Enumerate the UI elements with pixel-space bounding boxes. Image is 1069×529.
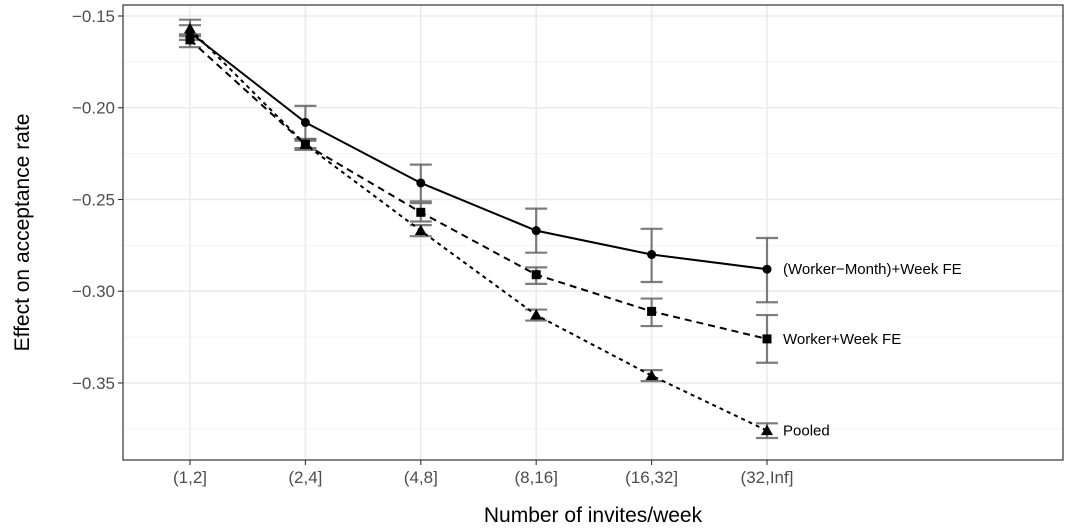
y-tick-label: −0.15 — [72, 7, 115, 26]
x-axis-title: Number of invites/week — [484, 504, 703, 527]
data-point-square — [647, 306, 657, 316]
grid-lines — [123, 5, 1063, 460]
x-tick-label: (32,Inf] — [741, 468, 794, 487]
data-point-circle — [416, 178, 426, 188]
y-tick-label: −0.25 — [72, 190, 115, 209]
error-bars — [179, 18, 778, 440]
y-tick-label: −0.35 — [72, 374, 115, 393]
axes: −0.15 −0.20 −0.25 −0.30 −0.35 (1,2] (2,4] (4,8]… — [72, 7, 793, 487]
data-point-circle — [647, 250, 657, 260]
series-line — [189, 28, 768, 432]
data-point-circle — [531, 226, 541, 236]
data-point-triangle — [299, 138, 312, 149]
series-markers — [184, 22, 773, 436]
plot-panel-border — [122, 4, 1064, 461]
x-tick-label: (16,32] — [625, 468, 678, 487]
series-label: (Worker−Month)+Week FE — [783, 261, 962, 278]
series-label: Pooled — [783, 423, 830, 440]
data-point-triangle — [530, 309, 543, 320]
y-axis-title: Effect on acceptance rate — [11, 114, 34, 352]
x-tick-label: (4,8] — [404, 468, 438, 487]
y-tick-label: −0.20 — [72, 99, 115, 118]
data-point-triangle — [645, 369, 658, 381]
series-labels: (Worker−Month)+Week FE Worker+Week FE Pool… — [783, 261, 962, 439]
data-point-square — [762, 334, 772, 344]
series-label: Worker+Week FE — [783, 331, 901, 348]
y-tick-label: −0.30 — [72, 282, 115, 301]
x-tick-label: (2,4] — [288, 468, 322, 487]
data-point-square — [185, 35, 195, 45]
series-line — [189, 31, 768, 271]
data-point-triangle — [184, 22, 196, 34]
series-lines — [189, 28, 768, 432]
data-point-triangle — [761, 424, 773, 436]
data-point-square — [416, 207, 426, 217]
data-point-square — [531, 270, 541, 280]
data-point-circle — [762, 264, 772, 274]
data-point-circle — [300, 117, 310, 127]
data-point-triangle — [414, 224, 427, 236]
series-line — [189, 39, 768, 340]
x-tick-label: (1,2] — [173, 468, 207, 487]
x-tick-label: (8,16] — [514, 468, 557, 487]
